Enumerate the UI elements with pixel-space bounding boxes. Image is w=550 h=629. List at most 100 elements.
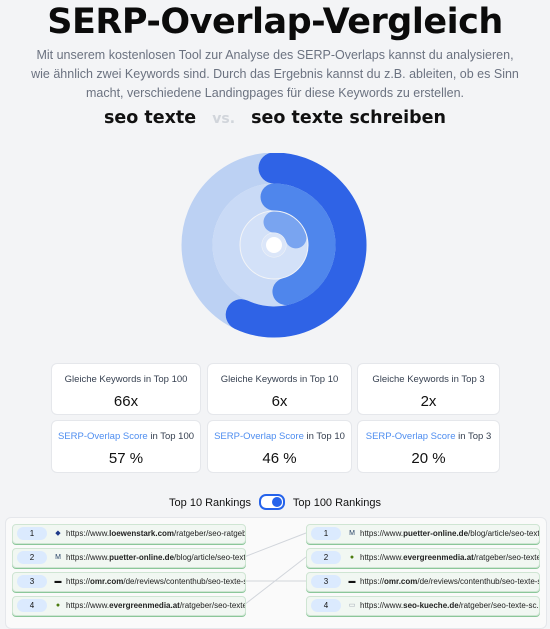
card-label: SERP-Overlap Score in Top 10: [208, 431, 351, 442]
overlap-radial-chart: [181, 153, 367, 338]
card-value: 20 %: [411, 450, 446, 467]
card-label: SERP-Overlap Score in Top 3: [358, 431, 499, 442]
url-prefix: https://www.: [360, 529, 404, 538]
card-overlap-score-top10: SERP-Overlap Score in Top 10 46 %: [207, 420, 352, 473]
card-label: SERP-Overlap Score in Top 100: [52, 431, 200, 442]
toggle-knob: [272, 497, 283, 507]
url-path: /blog/article/seo-texte-...: [174, 553, 246, 562]
ring-arc-top3: [263, 211, 307, 249]
ring-arc-top100: [225, 153, 367, 338]
rank-number: 3: [311, 575, 341, 588]
rank-url[interactable]: https://www.seo-kueche.de/ratgeber/seo-t…: [360, 600, 540, 612]
rank-number: 2: [311, 551, 341, 564]
url-domain: seo-kueche.de: [403, 601, 459, 610]
evergreen-favicon-icon: ●: [55, 602, 61, 609]
url-domain: loewenstark.com: [109, 529, 175, 538]
ranking-row-left[interactable]: 3 ▬ https://omr.com/de/reviews/contenthub/…: [12, 572, 246, 592]
card-label: Gleiche Keywords in Top 3: [372, 374, 485, 385]
rank-url[interactable]: https://omr.com/de/reviews/contenthub/se…: [66, 576, 246, 588]
url-path: /ratgeber/seo-texte-...: [179, 601, 245, 610]
page-title: SERP-Overlap-Vergleich: [47, 2, 503, 42]
puetter-favicon-icon: M: [349, 530, 355, 537]
rank-url[interactable]: https://www.evergreenmedia.at/ratgeber/s…: [66, 600, 245, 612]
ranking-connection-lines: [243, 532, 307, 606]
card-label-rest: in Top 3: [455, 431, 492, 442]
card-same-keywords-top100: Gleiche Keywords in Top 100 66x: [51, 363, 201, 415]
card-label-rest: in Top 10: [303, 431, 345, 442]
url-path: /ratgeber/seo-texte-sc...: [458, 601, 540, 610]
toggle-label-top100[interactable]: Top 100 Rankings: [292, 496, 381, 509]
url-path: /ratgeber/seo-texte-...: [473, 553, 539, 562]
ring-arc-top10: [260, 183, 336, 305]
card-same-keywords-top10: Gleiche Keywords in Top 10 6x: [207, 363, 352, 415]
ranking-connection-line: [243, 532, 307, 558]
card-label-rest: in Top 100: [147, 431, 195, 442]
url-prefix: https://www.: [66, 529, 110, 538]
ranking-connection-line: [243, 556, 307, 606]
card-overlap-score-top100: SERP-Overlap Score in Top 100 57 %: [51, 420, 201, 473]
card-same-keywords-top3: Gleiche Keywords in Top 3 2x: [357, 363, 500, 415]
ranking-toggle-switch[interactable]: [259, 494, 286, 510]
score-link[interactable]: SERP-Overlap Score: [214, 431, 304, 442]
ring-center-dot: [266, 237, 282, 253]
keyword-comparison-header: seo texte vs. seo texte schreiben: [0, 108, 550, 128]
rank-number: 2: [17, 551, 47, 564]
url-prefix: https://www.: [66, 601, 110, 610]
ranking-row-left[interactable]: 1 ◆ https://www.loewenstark.com/ratgeber/s…: [12, 524, 246, 544]
score-link[interactable]: SERP-Overlap Score: [57, 431, 148, 442]
rank-url[interactable]: https://www.evergreenmedia.at/ratgeber/s…: [360, 552, 539, 564]
card-overlap-score-top3: SERP-Overlap Score in Top 3 20 %: [357, 420, 500, 473]
card-value: 66x: [113, 393, 139, 410]
rank-number: 1: [311, 527, 341, 540]
score-link[interactable]: SERP-Overlap Score: [365, 431, 456, 442]
url-prefix: https://www.: [360, 601, 404, 610]
omr-favicon-icon: ▬: [54, 578, 62, 585]
keyword-a: seo texte: [104, 108, 197, 128]
url-domain: omr.com: [90, 577, 124, 586]
rank-number: 3: [17, 575, 47, 588]
rank-url[interactable]: https://omr.com/de/reviews/contenthub/se…: [360, 576, 540, 588]
rank-number: 1: [17, 527, 47, 540]
rank-url[interactable]: https://www.loewenstark.com/ratgeber/seo…: [66, 528, 246, 540]
rankings-panel: 1 ◆ https://www.loewenstark.com/ratgeber/s…: [5, 517, 547, 629]
keyword-b: seo texte schreiben: [251, 108, 446, 128]
card-value: 6x: [271, 393, 288, 410]
rank-url[interactable]: https://www.puetter-online.de/blog/artic…: [66, 552, 246, 564]
lion-favicon-icon: ◆: [55, 530, 61, 537]
ranking-row-right[interactable]: 4 ▭ https://www.seo-kueche.de/ratgeber/seo…: [306, 596, 540, 616]
puetter-favicon-icon: M: [55, 554, 61, 561]
url-domain: puetter-online.de: [109, 553, 175, 562]
ranking-row-right[interactable]: 3 ▬ https://omr.com/de/reviews/contenthub/…: [306, 572, 540, 592]
ranking-row-right[interactable]: 2 ● https://www.evergreenmedia.at/ratgeber…: [306, 548, 540, 568]
card-value: 46 %: [262, 450, 297, 467]
vs-label: vs.: [212, 111, 236, 127]
ranking-row-left[interactable]: 4 ● https://www.evergreenmedia.at/ratgeber…: [12, 596, 246, 616]
url-prefix: https://: [360, 577, 385, 586]
url-path: /ratgeber/seo-ratgeb...: [174, 529, 246, 538]
card-label: Gleiche Keywords in Top 10: [220, 374, 339, 385]
seokueche-favicon-icon: ▭: [348, 602, 356, 609]
card-value: 2x: [420, 393, 437, 410]
toggle-label-top10[interactable]: Top 10 Rankings: [169, 496, 251, 509]
url-path: /blog/article/seo-texte...: [468, 529, 540, 538]
url-domain: evergreenmedia.at: [403, 553, 474, 562]
evergreen-favicon-icon: ●: [349, 554, 355, 561]
url-domain: omr.com: [384, 577, 418, 586]
ranking-toggle-row: Top 10 Rankings Top 100 Rankings: [0, 494, 550, 511]
card-label: Gleiche Keywords in Top 100: [64, 374, 188, 385]
intro-text: Mit unserem kostenlosen Tool zur Analyse…: [31, 48, 519, 100]
url-prefix: https://: [66, 577, 91, 586]
url-prefix: https://www.: [360, 553, 404, 562]
rank-number: 4: [311, 599, 341, 612]
omr-favicon-icon: ▬: [348, 578, 356, 585]
url-path: /de/reviews/contenthub/seo-texte-s...: [123, 577, 246, 586]
url-domain: puetter-online.de: [403, 529, 469, 538]
url-path: /de/reviews/contenthub/seo-texte-s...: [417, 577, 540, 586]
rank-number: 4: [17, 599, 47, 612]
url-prefix: https://www.: [66, 553, 110, 562]
url-domain: evergreenmedia.at: [109, 601, 180, 610]
card-value: 57 %: [108, 450, 144, 467]
rank-url[interactable]: https://www.puetter-online.de/blog/artic…: [360, 528, 540, 540]
